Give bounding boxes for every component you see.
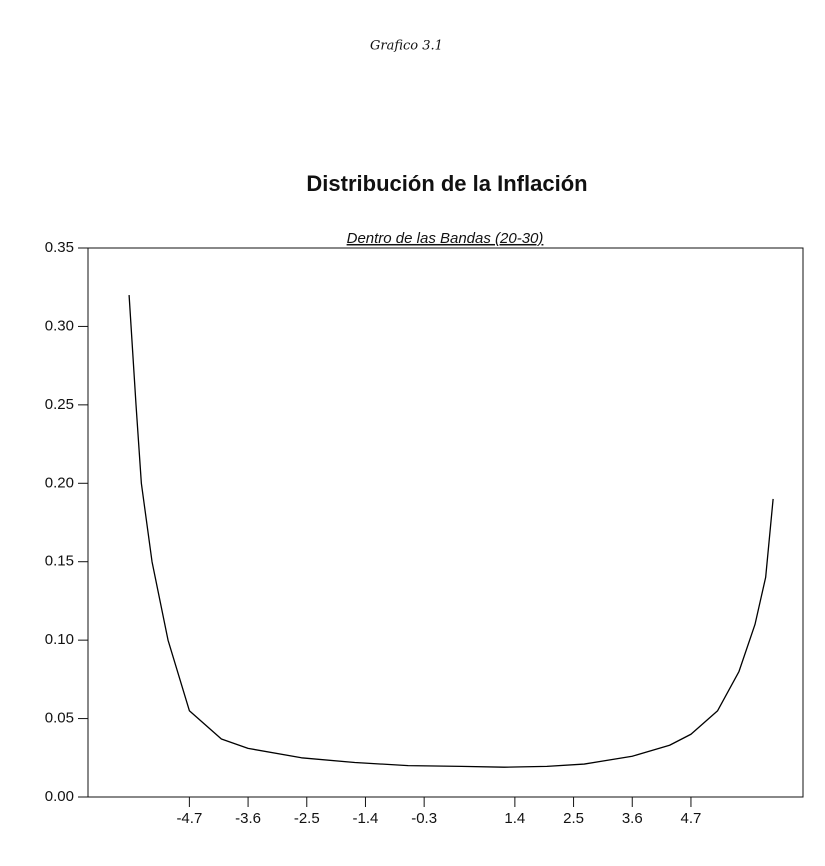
x-tick-label: 2.5 [563,810,584,827]
y-tick-label: 0.30 [45,317,74,334]
handwritten-label: Grafico 3.1 [370,39,443,54]
x-tick-label: -3.6 [235,810,261,827]
y-tick-label: 0.00 [45,788,74,805]
x-tick-label: -1.4 [353,810,379,827]
x-tick-label: -0.3 [411,810,437,827]
y-tick-label: 0.35 [45,239,74,256]
y-tick-label: 0.20 [45,474,74,491]
y-tick-label: 0.25 [45,396,74,413]
x-tick-label: 3.6 [622,810,643,827]
data-line [128,295,774,768]
x-tick-label: 4.7 [681,810,702,827]
x-tick-label: -4.7 [176,810,202,827]
plot-frame [87,247,804,798]
chart-title: Distribución de la Inflación [306,171,587,196]
x-tick-label: -2.5 [294,810,320,827]
chart-subtitle: Dentro de las Bandas (20-30) [347,230,544,247]
y-tick-label: 0.15 [45,553,74,570]
y-tick-label: 0.05 [45,710,74,727]
x-tick-label: 1.4 [504,810,525,827]
y-tick-label: 0.10 [45,631,74,648]
